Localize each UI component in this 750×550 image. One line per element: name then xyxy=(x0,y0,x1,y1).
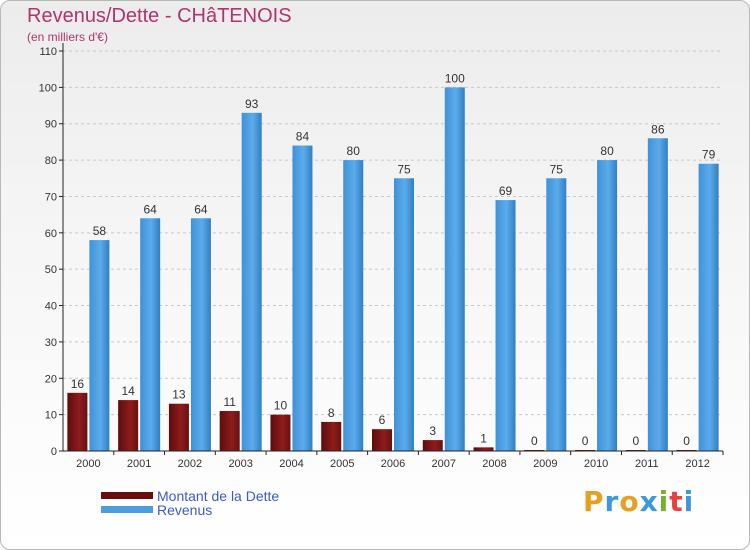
bar-dette-2004 xyxy=(270,414,291,451)
bar-dette-2006 xyxy=(372,429,392,451)
y-tick-label: 100 xyxy=(39,82,57,94)
chart-subtitle: (en milliers d'€) xyxy=(27,30,108,44)
logo-letter: P xyxy=(583,485,605,518)
y-tick-label: 0 xyxy=(51,446,57,458)
bar-dette-2003 xyxy=(219,411,240,451)
bar-revenus-2009 xyxy=(546,178,567,452)
data-label-revenus-2010: 80 xyxy=(600,144,614,158)
x-tick-label: 2008 xyxy=(482,458,506,470)
bar-revenus-2011 xyxy=(647,138,668,452)
data-label-revenus-2004: 84 xyxy=(296,130,310,144)
data-label-dette-2001: 14 xyxy=(121,384,135,398)
data-label-revenus-2006: 75 xyxy=(397,162,411,176)
data-label-dette-2006: 6 xyxy=(379,413,386,427)
data-label-dette-2009: 0 xyxy=(531,434,538,448)
y-tick-label: 70 xyxy=(45,191,57,203)
logo-letter: i xyxy=(683,485,695,518)
bar-revenus-2001 xyxy=(140,218,161,451)
y-tick-label: 50 xyxy=(45,264,57,276)
data-label-dette-2002: 13 xyxy=(172,388,186,402)
bar-revenus-2007 xyxy=(444,87,465,451)
legend-label-revenus: Revenus xyxy=(157,502,213,518)
x-tick-label: 2011 xyxy=(635,458,659,470)
y-tick-label: 60 xyxy=(45,228,57,240)
data-label-revenus-2011: 86 xyxy=(651,122,665,136)
logo-letter: t xyxy=(669,485,684,518)
x-tick-label: 2010 xyxy=(584,458,608,470)
x-tick-label: 2001 xyxy=(127,458,151,470)
bar-revenus-2012 xyxy=(698,163,719,451)
data-label-dette-2004: 10 xyxy=(274,399,288,413)
y-tick-label: 30 xyxy=(45,337,57,349)
bar-revenus-2002 xyxy=(190,218,211,451)
y-tick-label: 80 xyxy=(45,155,57,167)
bar-dette-2000 xyxy=(67,392,88,451)
legend-label-dette: Montant de la Dette xyxy=(157,488,280,504)
data-label-revenus-2003: 93 xyxy=(245,97,259,111)
chart-title: Revenus/Dette - CHâTENOIS xyxy=(27,5,292,27)
data-label-revenus-2007: 100 xyxy=(445,71,465,85)
logo-letter: x xyxy=(639,485,659,518)
data-label-revenus-2000: 58 xyxy=(93,224,107,238)
x-tick-label: 2009 xyxy=(533,458,557,470)
data-label-revenus-2001: 64 xyxy=(143,202,157,216)
data-label-revenus-2008: 69 xyxy=(499,184,513,198)
bar-revenus-2003 xyxy=(241,112,262,452)
x-tick-label: 2006 xyxy=(381,458,405,470)
data-label-dette-2005: 8 xyxy=(328,406,335,420)
x-tick-label: 2003 xyxy=(228,458,252,470)
logo-letter: r xyxy=(604,485,620,518)
y-tick-label: 20 xyxy=(45,373,57,385)
logo-letter: o xyxy=(619,485,640,518)
bar-revenus-2006 xyxy=(394,178,414,452)
x-tick-label: 2005 xyxy=(330,458,354,470)
data-label-dette-2010: 0 xyxy=(582,434,589,448)
x-tick-label: 2002 xyxy=(178,458,202,470)
x-tick-label: 2012 xyxy=(685,458,709,470)
data-label-revenus-2012: 79 xyxy=(702,148,716,162)
x-tick-label: 2004 xyxy=(279,458,303,470)
x-tick-label: 2007 xyxy=(432,458,456,470)
bar-revenus-2004 xyxy=(292,145,313,451)
bar-revenus-2000 xyxy=(89,240,110,451)
bar-dette-2001 xyxy=(118,400,139,451)
proxiti-logo: Proxiti xyxy=(583,485,694,518)
bar-dette-2008 xyxy=(473,447,494,451)
data-label-dette-2003: 11 xyxy=(223,395,236,409)
bar-revenus-2010 xyxy=(597,160,618,451)
data-label-dette-2012: 0 xyxy=(683,434,690,448)
bar-dette-2007 xyxy=(422,440,443,451)
bar-revenus-2008 xyxy=(495,200,516,451)
data-label-revenus-2002: 64 xyxy=(194,202,208,216)
y-tick-label: 40 xyxy=(45,301,57,313)
legend-swatch-revenus xyxy=(101,506,153,513)
data-label-dette-2007: 3 xyxy=(429,424,436,438)
data-label-dette-2011: 0 xyxy=(633,434,640,448)
data-label-revenus-2009: 75 xyxy=(550,162,564,176)
data-label-dette-2008: 1 xyxy=(480,431,487,445)
data-label-revenus-2005: 80 xyxy=(347,144,361,158)
y-tick-label: 90 xyxy=(45,119,57,131)
bar-revenus-2005 xyxy=(343,160,364,451)
y-tick-label: 110 xyxy=(39,46,57,58)
legend-swatch-dette xyxy=(101,492,153,499)
bar-dette-2005 xyxy=(321,421,342,451)
x-tick-label: 2000 xyxy=(76,458,100,470)
logo-letter: i xyxy=(658,485,670,518)
y-tick-label: 10 xyxy=(45,410,57,422)
data-label-dette-2000: 16 xyxy=(71,377,85,391)
bar-dette-2002 xyxy=(168,403,189,451)
